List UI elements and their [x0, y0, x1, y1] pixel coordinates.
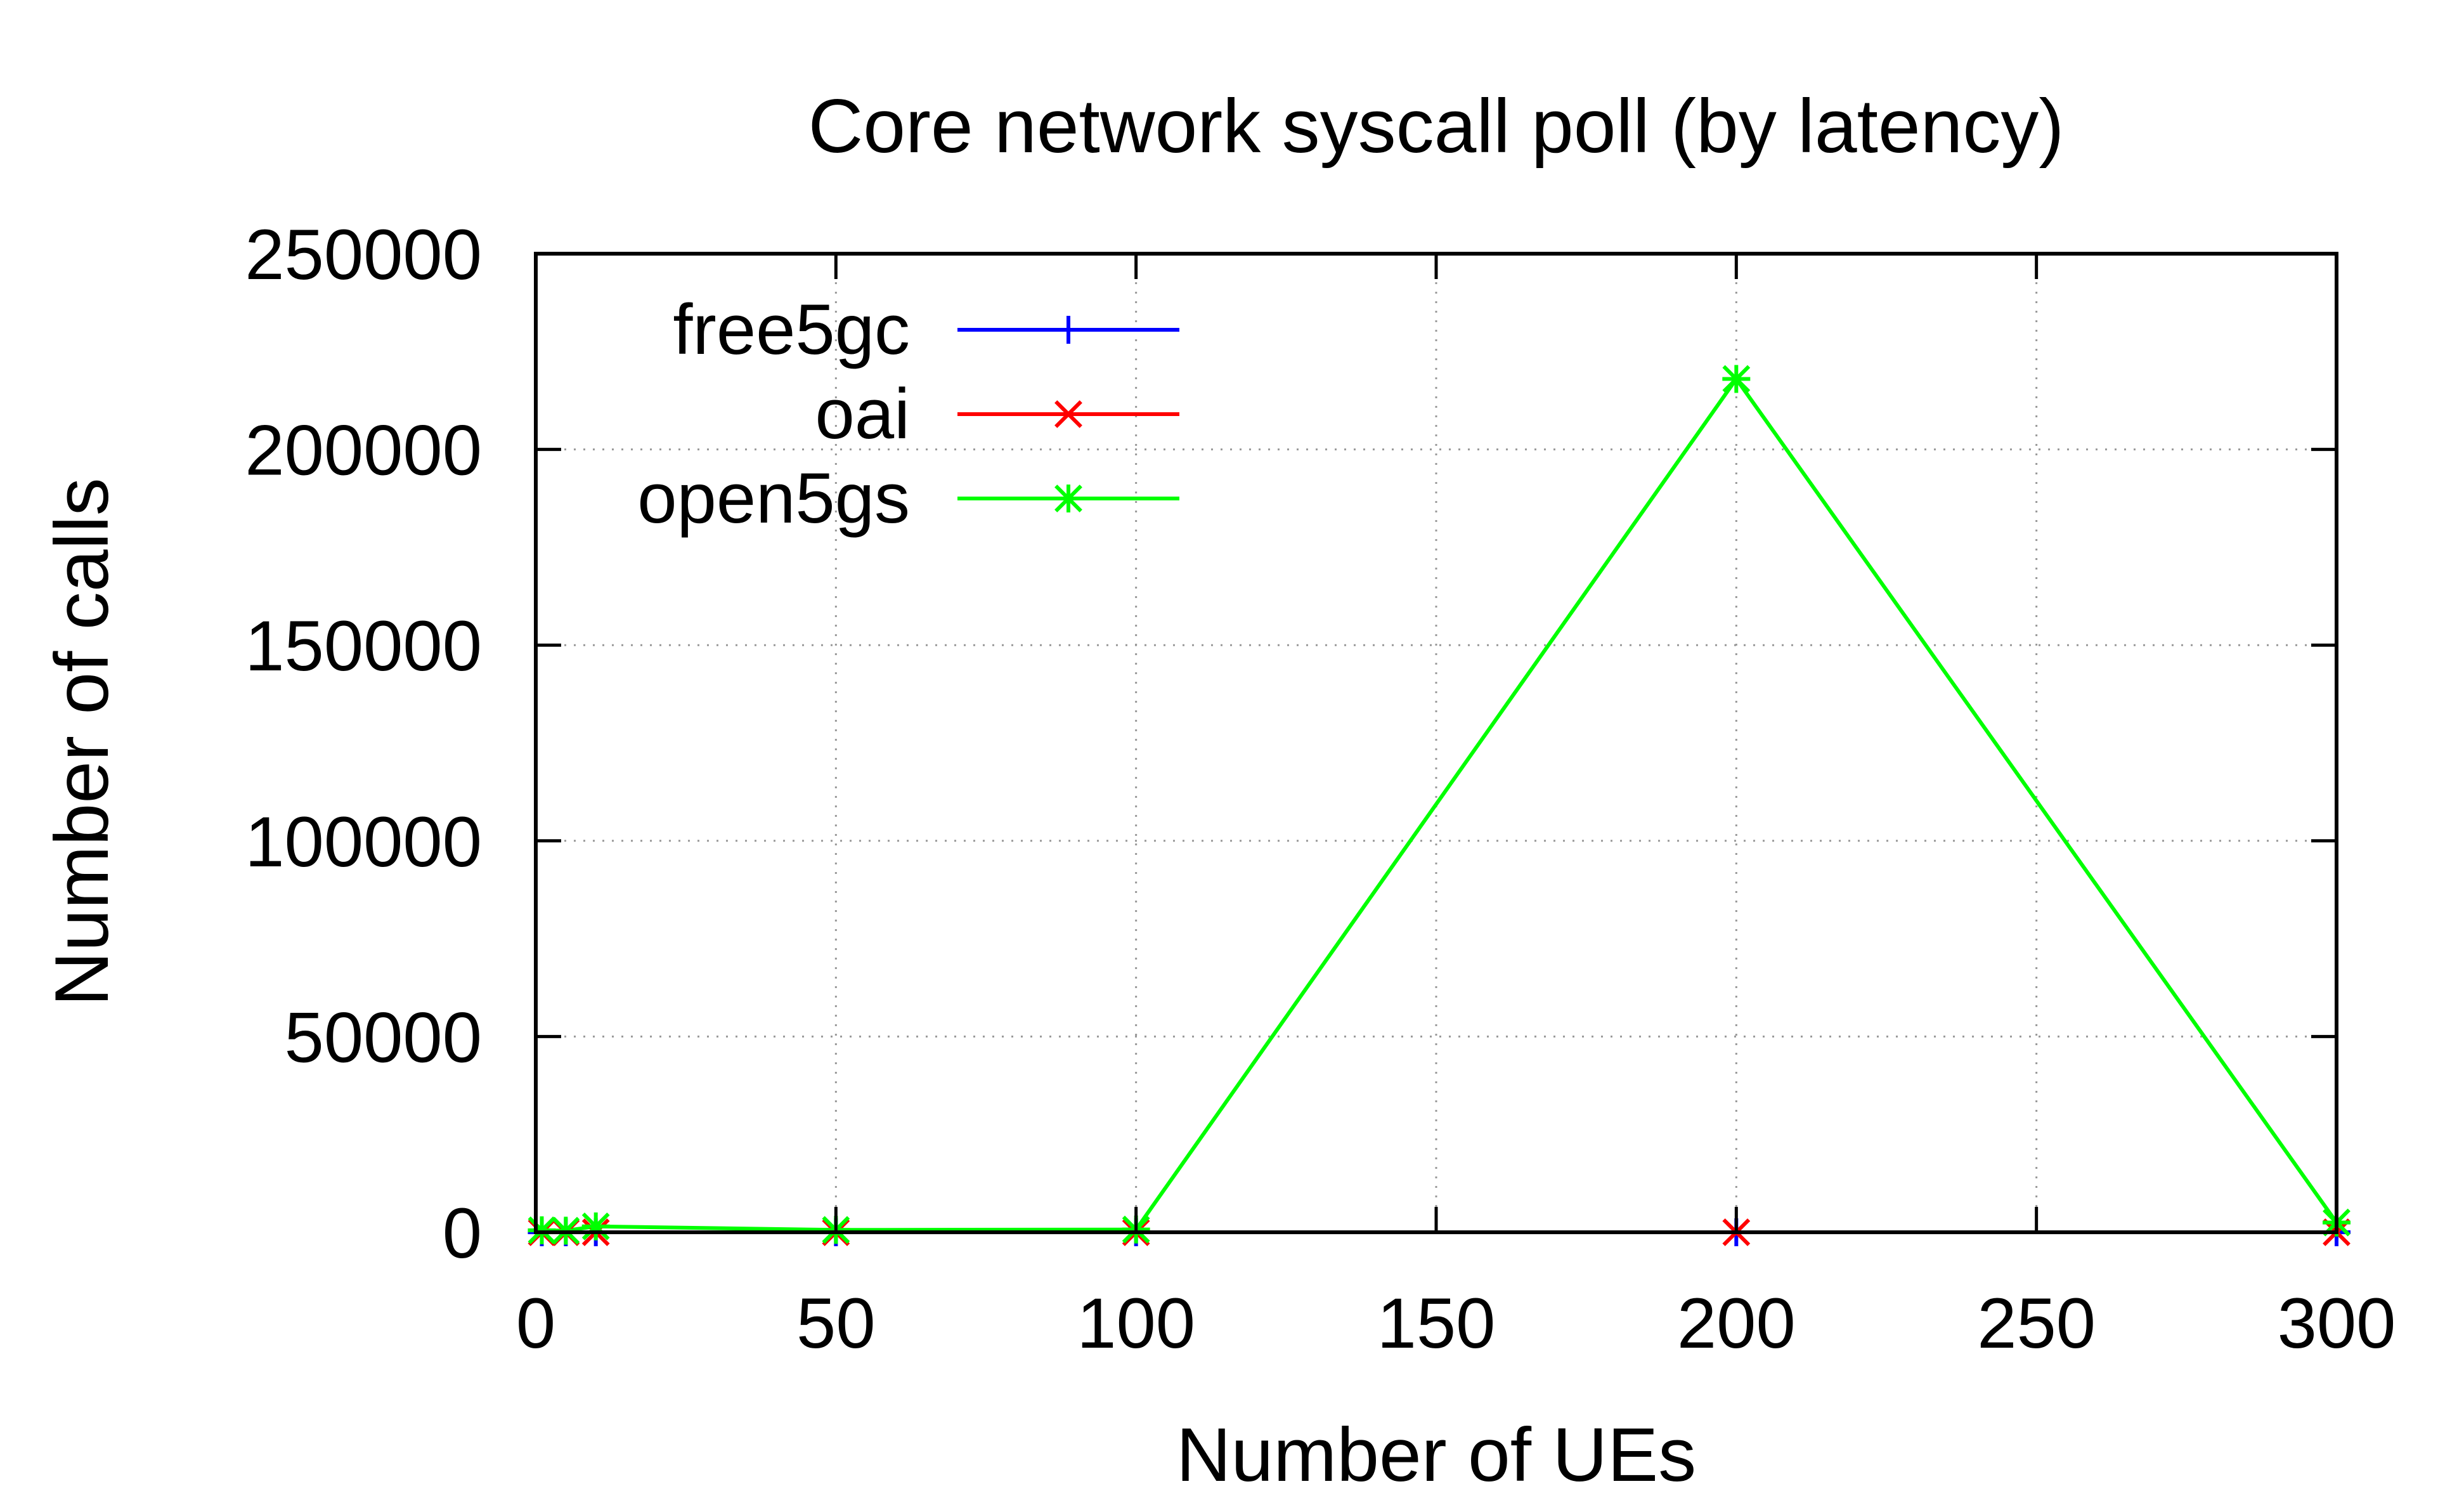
chart-title: Core network syscall poll (by latency) [808, 84, 2065, 169]
x-axis-tick-labels: 0 50 100 150 200 250 300 [516, 1284, 2396, 1363]
y-tick-label: 200000 [245, 411, 482, 490]
legend-label-open5gs: open5gs [637, 459, 910, 538]
y-tick-label: 100000 [245, 802, 482, 882]
grid-lines [536, 254, 2337, 1232]
y-axis-tick-labels: 0 50000 100000 150000 200000 250000 [245, 215, 482, 1273]
x-tick-label: 100 [1077, 1284, 1195, 1363]
data-point-open5gs [1722, 365, 1751, 393]
legend-marker-free5gc [1054, 316, 1082, 344]
x-axis-label: Number of UEs [1176, 1412, 1696, 1497]
x-tick-label: 150 [1377, 1284, 1496, 1363]
x-tick-label: 300 [2278, 1284, 2396, 1363]
axis-ticks [534, 252, 2338, 1234]
data-point-open5gs [528, 1216, 556, 1244]
data-point-open5gs [581, 1212, 610, 1241]
legend-label-oai: oai [815, 374, 910, 453]
legend-marker-oai [1054, 400, 1082, 428]
x-tick-label: 250 [1977, 1284, 2096, 1363]
y-axis-label: Number of calls [39, 478, 124, 1006]
x-tick-label: 200 [1677, 1284, 1796, 1363]
x-tick-label: 0 [516, 1284, 555, 1363]
x-tick-label: 50 [796, 1284, 876, 1363]
y-tick-label: 150000 [245, 606, 482, 686]
y-tick-label: 0 [443, 1194, 482, 1273]
y-tick-label: 250000 [245, 215, 482, 294]
legend-marker-open5gs [1054, 485, 1082, 512]
legend-label-free5gc: free5gc [673, 290, 910, 369]
y-tick-label: 50000 [285, 998, 482, 1077]
